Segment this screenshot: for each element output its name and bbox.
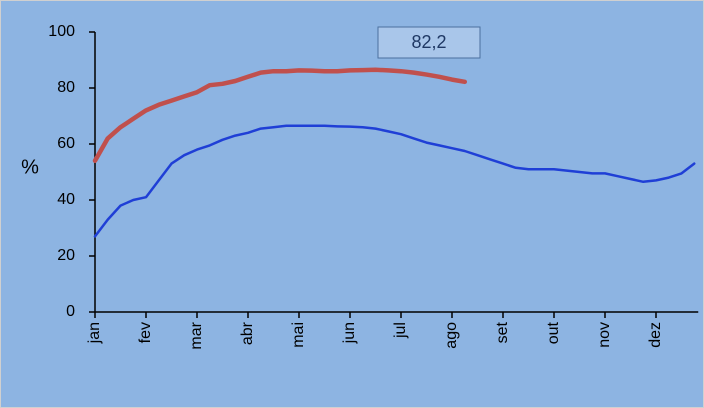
annotation-box (377, 26, 481, 59)
annotation: 82,2 (411, 32, 446, 52)
x-tick-label: ago (443, 322, 460, 349)
y-tick-label: 20 (57, 247, 75, 264)
x-tick-label: out (545, 321, 562, 344)
line (92, 67, 467, 164)
y-tick-label: 0 (66, 303, 75, 320)
x-tick-label: mai (290, 322, 307, 348)
x-tick-label: jan (86, 322, 103, 344)
x-tick-label: mar (188, 321, 205, 349)
x-tick-label: fev (137, 322, 154, 343)
x-tick-label: dez (647, 322, 664, 348)
x-tick-label: set (494, 321, 511, 343)
y-tick-label: 60 (57, 135, 75, 152)
x-tick-label: jul (392, 322, 409, 339)
line (93, 124, 696, 238)
y-tick-label: 100 (48, 23, 75, 40)
x-tick-label: jun (341, 322, 358, 344)
y-tick-label: 80 (57, 79, 75, 96)
y-axis-label: % (21, 156, 39, 178)
x-tick-label: nov (596, 322, 613, 348)
x-tick-label: abr (239, 321, 256, 345)
y-tick-label: 40 (57, 191, 75, 208)
